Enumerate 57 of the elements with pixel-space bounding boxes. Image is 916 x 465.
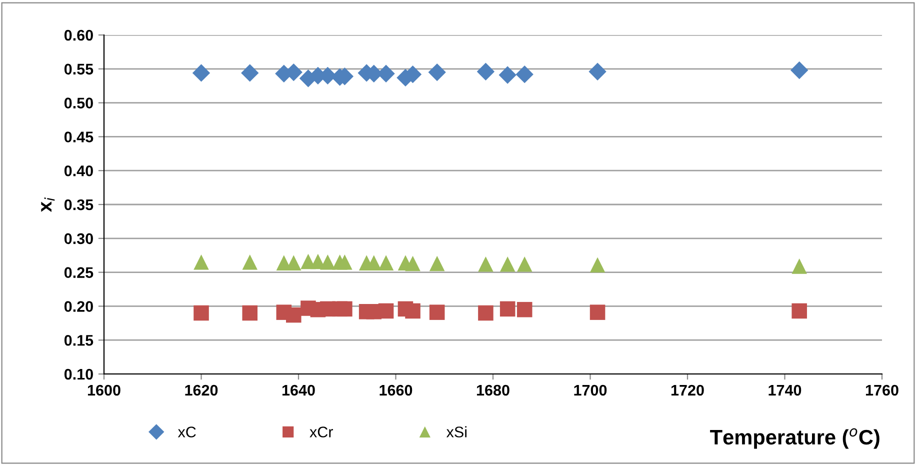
point: [500, 301, 516, 317]
point: [516, 65, 534, 84]
x-tick-label: 1740: [768, 384, 802, 396]
point: [337, 301, 352, 317]
point: [286, 307, 302, 323]
point: [516, 256, 532, 272]
y-tick-label: 0.55: [64, 64, 94, 75]
point: [476, 62, 495, 80]
y-tick-label: 0.30: [64, 233, 93, 244]
point: [242, 254, 258, 270]
point: [320, 254, 336, 270]
x-tick-label: 1640: [282, 384, 315, 396]
y-tick-label: 0.50: [64, 98, 93, 108]
point: [194, 254, 209, 270]
point: [478, 305, 494, 321]
x-tick-label: 1760: [866, 384, 898, 396]
point: [500, 256, 516, 272]
point: [242, 305, 258, 321]
point: [498, 66, 516, 84]
point: [792, 303, 807, 319]
point: [405, 303, 420, 319]
legend-label: xCr: [310, 426, 333, 438]
x-tick-label: 1700: [574, 384, 607, 396]
point: [792, 258, 807, 274]
point: [429, 304, 445, 320]
x-tick-label: 1600: [88, 384, 120, 396]
point: [588, 62, 606, 80]
point: [790, 61, 808, 80]
point: [590, 257, 606, 272]
point: [378, 255, 394, 270]
y-tick-label: 0.35: [64, 199, 94, 210]
y-tick-label: 0.60: [64, 30, 93, 41]
y-tick-label: 0.15: [64, 334, 94, 346]
y-axis-title: x$_{i}$: [41, 197, 55, 212]
x-axis-title: Temperature ($^{o}$C): [710, 428, 880, 449]
point: [590, 304, 606, 320]
legend-label: xC: [178, 426, 196, 438]
y-tick-label: 0.45: [64, 132, 94, 142]
y-tick-label: 0.25: [64, 267, 94, 278]
point: [192, 64, 210, 82]
legend-label: xSi: [446, 426, 466, 438]
point: [516, 302, 532, 318]
point: [428, 63, 446, 82]
point: [337, 254, 352, 270]
y-tick-label: 0.20: [64, 301, 93, 312]
point: [241, 64, 259, 82]
x-tick-label: 1620: [185, 384, 218, 396]
x-tick-label: 1680: [476, 384, 510, 396]
x-tick-label: 1720: [671, 384, 704, 396]
point: [378, 303, 394, 319]
point: [429, 256, 445, 272]
point: [478, 256, 494, 272]
x-tick-label: 1660: [380, 384, 412, 396]
point: [194, 305, 209, 321]
point: [405, 256, 420, 272]
y-tick-label: 0.10: [64, 368, 93, 380]
y-tick-label: 0.40: [64, 165, 93, 176]
